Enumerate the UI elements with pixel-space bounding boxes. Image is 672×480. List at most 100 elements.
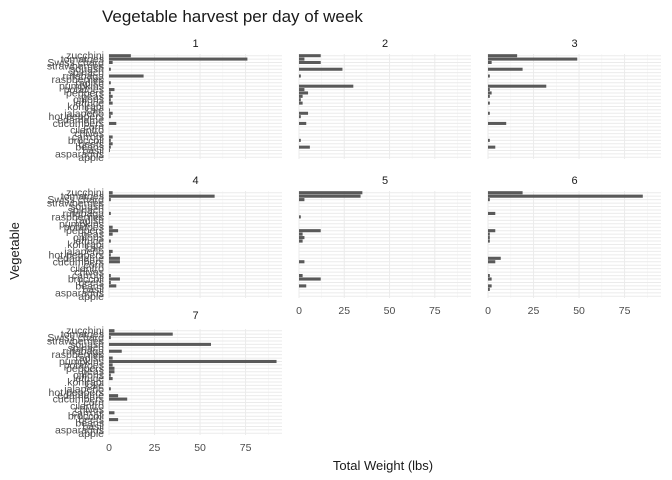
- bar: [299, 74, 301, 78]
- bar: [109, 232, 113, 236]
- bar: [109, 280, 111, 285]
- bar: [488, 236, 490, 240]
- y-tick-label: raspberries: [51, 211, 104, 223]
- y-tick-label: peppers: [66, 87, 104, 99]
- bar: [488, 91, 492, 95]
- bar: [109, 101, 113, 105]
- bar: [109, 115, 111, 119]
- bar: [109, 329, 115, 333]
- y-tick-label: strawberries: [47, 198, 104, 210]
- facet-panels: 1appleasparagusbasilbeansbeetsbroccolica…: [47, 38, 661, 454]
- y-tick-label: rutabaga: [63, 346, 105, 358]
- y-tick-label: radish: [75, 77, 104, 89]
- y-tick-label: beans: [75, 142, 104, 154]
- bar: [109, 142, 113, 146]
- y-tick-label: asparagus: [55, 287, 104, 299]
- x-tick-label: 25: [149, 442, 161, 454]
- bar: [109, 81, 111, 85]
- y-tick-label: basil: [82, 421, 104, 433]
- y-tick-label: spinach: [68, 67, 104, 79]
- y-tick-label: strawberries: [47, 335, 104, 347]
- bar: [109, 359, 277, 364]
- bar: [299, 54, 321, 58]
- bar: [299, 198, 305, 202]
- y-tick-label: peas: [81, 366, 104, 378]
- bar: [109, 111, 113, 115]
- facet-strip-label: 2: [382, 38, 388, 50]
- bar: [488, 88, 490, 92]
- y-tick-label: lettuce: [73, 98, 104, 110]
- y-tick-label: zucchini: [66, 50, 104, 62]
- bar: [488, 194, 643, 198]
- bar: [109, 366, 115, 370]
- y-tick-label: basil: [82, 145, 104, 157]
- y-tick-label: corn: [84, 397, 105, 409]
- bar: [109, 274, 111, 278]
- x-tick-label: 75: [429, 305, 441, 317]
- bar: [299, 194, 361, 198]
- bar: [109, 54, 131, 58]
- bar: [109, 411, 115, 415]
- bar: [109, 57, 248, 61]
- y-tick-label: raspberries: [51, 74, 104, 86]
- x-tick-label: 50: [384, 305, 396, 317]
- y-tick-label: asparagus: [55, 148, 104, 160]
- y-tick-label: rutabaga: [63, 71, 105, 83]
- facet-panel: 7 appleasparagusbasilbeansbeetsbroccolica…: [47, 310, 282, 454]
- bar: [109, 277, 120, 281]
- bar: [488, 57, 578, 61]
- bar: [299, 84, 354, 88]
- bar: [109, 397, 128, 401]
- bar: [109, 373, 111, 377]
- bar: [109, 394, 119, 398]
- y-tick-label: kohlrabi: [67, 377, 104, 389]
- bar: [109, 198, 111, 202]
- y-tick-label: carrots: [72, 270, 104, 282]
- bar: [109, 336, 111, 340]
- y-tick-label: onions: [73, 94, 104, 106]
- y-tick-label: broccoli: [68, 135, 104, 147]
- y-axis-title: Vegetable: [7, 222, 22, 280]
- bar: [109, 135, 113, 139]
- y-tick-label: cucumbers: [53, 256, 104, 268]
- y-tick-label: onions: [73, 232, 104, 244]
- y-tick-label: kohlrabi: [67, 239, 104, 251]
- bar: [488, 232, 490, 236]
- y-tick-label: kale: [85, 242, 104, 254]
- facet-panel: 3: [487, 38, 661, 159]
- bar: [109, 249, 113, 253]
- y-tick-label: broccoli: [68, 411, 104, 423]
- y-tick-label: zucchini: [66, 187, 104, 199]
- y-tick-label: chives: [74, 267, 104, 279]
- x-tick-label: 25: [528, 305, 540, 317]
- y-tick-label: cucumbers: [53, 394, 104, 406]
- chart-title: Vegetable harvest per day of week: [102, 7, 363, 26]
- y-tick-label: beets: [78, 277, 104, 289]
- bar: [299, 57, 305, 61]
- y-tick-label: Swiss chard: [47, 57, 104, 69]
- y-tick-label: spinach: [68, 342, 104, 354]
- y-tick-label: squash: [70, 64, 104, 76]
- y-tick-label: jalapeño: [63, 246, 104, 258]
- bar: [488, 274, 490, 278]
- y-tick-label: cilantro: [70, 125, 104, 137]
- bar: [488, 121, 507, 125]
- y-tick-label: peas: [81, 91, 104, 103]
- x-axis-title: Total Weight (lbs): [333, 458, 433, 473]
- y-tick-label: potatoes: [64, 359, 104, 371]
- bar: [488, 198, 490, 202]
- y-tick-label: squash: [70, 339, 104, 351]
- bar: [488, 145, 496, 149]
- bar: [109, 138, 111, 142]
- bar: [488, 277, 492, 281]
- bar: [109, 194, 215, 198]
- facet-strip-label: 1: [192, 38, 198, 50]
- y-tick-label: kale: [85, 104, 104, 116]
- bar: [299, 101, 303, 105]
- bar: [488, 54, 518, 58]
- x-tick-label: 0: [106, 442, 112, 454]
- y-tick-label: raspberries: [51, 349, 104, 361]
- bar: [109, 356, 113, 360]
- y-tick-label: chives: [74, 128, 104, 140]
- y-tick-label: beans: [75, 418, 104, 430]
